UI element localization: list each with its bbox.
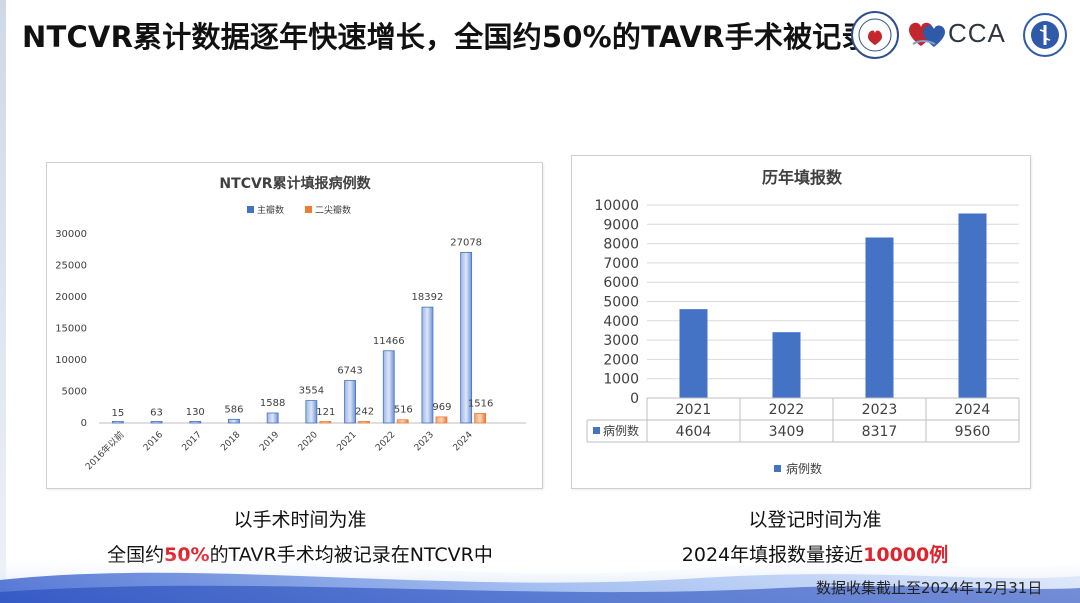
bar-aortic: [421, 306, 434, 424]
x-tick-label: 2017: [181, 430, 204, 453]
annual-reports-chart: 历年填报数 0 1000 2000 3000 4000 5000 6000 7000 8000 90…: [586, 168, 1020, 476]
bar-mitral: [435, 416, 448, 424]
bar-aortic: [150, 421, 163, 424]
y-tick-label: 6000: [603, 275, 639, 291]
bar-cases: [958, 213, 987, 398]
bar-aortic: [228, 418, 240, 424]
y-tick-label: 0: [81, 418, 87, 429]
data-label: 121: [316, 407, 335, 418]
cca-hearts-logo: [909, 22, 945, 47]
data-label: 15: [111, 408, 124, 419]
data-label: 6743: [337, 366, 362, 377]
data-label: 27078: [450, 237, 482, 248]
legend-label-2: 二尖瓣数: [315, 204, 351, 216]
y-tick-label: 20000: [55, 292, 87, 303]
x-tick-label: 2021: [335, 430, 358, 453]
bar-mitral: [358, 421, 370, 424]
legend-swatch-2: [305, 206, 312, 213]
hospital-emblem-logo: [1023, 13, 1067, 57]
chart-title: 历年填报数: [762, 168, 843, 187]
y-tick-label: 2000: [603, 352, 639, 368]
cumulative-cases-chart-panel: NTCVR累计填报病例数主瓣数 二尖瓣数 0 5000 10000 15000 20000 2…: [46, 162, 543, 489]
annual-reports-chart-panel: 历年填报数 0 1000 2000 3000 4000 5000 6000 7000 8000 90…: [571, 155, 1031, 489]
data-label: 18392: [412, 292, 444, 303]
y-tick-label: 8000: [603, 237, 639, 253]
data-label: 11466: [373, 336, 405, 347]
table-series-swatch: [593, 427, 600, 434]
legend-swatch-1: [247, 206, 254, 213]
bar-aortic: [460, 252, 473, 424]
cca-logo-text: CCA: [948, 18, 1006, 48]
y-tick-label: 3000: [603, 333, 639, 349]
y-tick-label: 0: [630, 391, 639, 407]
data-label: 516: [394, 405, 413, 416]
data-label: 1588: [260, 398, 285, 409]
chart-title: NTCVR累计填报病例数: [219, 175, 371, 192]
table-value: 9560: [955, 424, 991, 440]
data-label: 63: [150, 408, 163, 419]
society-seal-logo: [851, 11, 899, 59]
caption-right-highlight: 10000例: [863, 544, 949, 566]
caption-left-basis: 以手术时间为准: [233, 509, 367, 531]
bar-aortic: [266, 412, 279, 424]
x-tick-label: 2018: [219, 430, 242, 453]
x-tick-label: 2022: [374, 430, 397, 453]
table-value: 8317: [862, 424, 898, 440]
x-tick-label: 2023: [413, 430, 436, 453]
table-value: 4604: [676, 424, 712, 440]
legend-swatch: [774, 465, 781, 472]
bar-cases: [772, 332, 801, 398]
y-tick-label: 4000: [603, 314, 639, 330]
y-tick-label: 9000: [603, 217, 639, 233]
x-tick-label: 2016: [142, 430, 165, 453]
data-label: 586: [224, 404, 243, 415]
table-category-label: 2024: [955, 402, 991, 418]
y-tick-label: 5000: [62, 387, 87, 398]
decorative-wave-band: [0, 553, 1080, 603]
caption-right-text: 2024年填报数量接近: [681, 544, 864, 566]
data-label: 1516: [468, 398, 493, 409]
y-tick-label: 10000: [55, 355, 87, 366]
slide-title: NTCVR累计数据逐年快速增长，全国约50%的TAVR手术被记录: [22, 20, 871, 54]
x-tick-label: 2016年以前: [83, 429, 127, 473]
data-label: 3554: [299, 386, 324, 397]
table-category-label: 2022: [769, 402, 805, 418]
y-tick-label: 5000: [603, 295, 639, 311]
left-accent-bar: [0, 0, 6, 603]
x-tick-label: 2019: [258, 430, 281, 453]
bar-aortic: [189, 421, 202, 424]
table-value: 3409: [769, 424, 805, 440]
bar-aortic: [111, 421, 124, 424]
data-label: 130: [186, 407, 205, 418]
y-tick-label: 30000: [55, 229, 87, 240]
table-series-label: 病例数: [603, 423, 639, 438]
legend-label: 病例数: [786, 461, 822, 476]
y-tick-label: 15000: [55, 324, 87, 335]
bar-mitral: [319, 421, 332, 424]
y-tick-label: 25000: [55, 261, 87, 272]
bar-aortic: [382, 350, 395, 424]
y-tick-label: 7000: [603, 256, 639, 272]
caption-right-statement: 2024年填报数量接近10000例: [660, 540, 970, 567]
bar-aortic: [305, 400, 318, 424]
bar-cases: [865, 237, 894, 398]
data-label: 969: [432, 402, 451, 413]
data-cutoff-note: 数据收集截止至2024年12月31日: [816, 579, 1043, 597]
bar-mitral: [396, 419, 409, 424]
x-tick-label: 2020: [297, 430, 320, 453]
table-category-label: 2023: [862, 402, 898, 418]
table-category-label: 2021: [676, 402, 712, 418]
bar-mitral: [474, 413, 487, 424]
y-tick-label: 10000: [594, 198, 639, 214]
bar-aortic: [344, 380, 356, 424]
y-tick-label: 1000: [603, 372, 639, 388]
caption-right-basis: 以登记时间为准: [748, 509, 882, 531]
bar-cases: [679, 309, 708, 398]
data-label: 242: [355, 406, 374, 417]
x-tick-label: 2024: [452, 430, 475, 453]
legend-label-1: 主瓣数: [257, 204, 284, 216]
